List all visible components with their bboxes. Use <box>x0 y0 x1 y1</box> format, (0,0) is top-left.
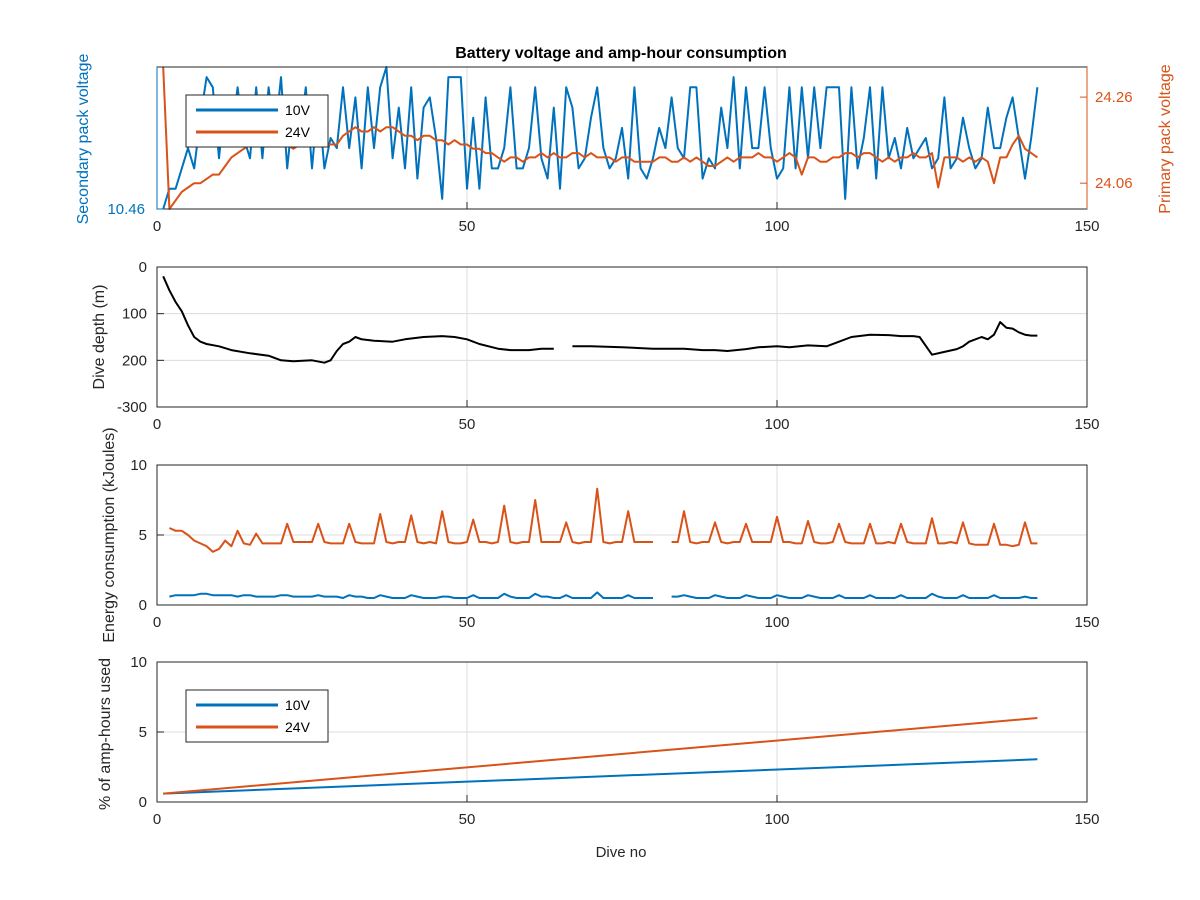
y-axis-label: Dive depth (m) <box>91 285 108 390</box>
axes-1: 0 50 100 150 10.46 24.06 24.26 Secondary pack v… <box>75 54 1174 235</box>
axes-4: 0 50 100 150 0 5 10 % of amp-hours used Dive no 1… <box>97 654 1100 861</box>
axes-2: 0 50 100 150 0 100 200 -300 Dive depth (m) <box>91 259 1100 433</box>
plot-area <box>157 267 1087 407</box>
y-axis-label: % of amp-hours used <box>97 658 114 810</box>
y-tick-label: 200 <box>122 352 147 369</box>
series-line-10V <box>163 758 1038 795</box>
y-tick-label: 0 <box>139 597 147 614</box>
y-tick-label: 10 <box>130 654 147 671</box>
x-tick-label: 100 <box>764 614 789 631</box>
x-tick-label: 50 <box>459 811 476 828</box>
y-tick-label: 100 <box>122 306 147 323</box>
x-tick-label: 0 <box>153 416 161 433</box>
figure-title: Battery voltage and amp-hour consumption <box>455 45 787 62</box>
legend-box <box>185 689 329 743</box>
x-tick-label: 50 <box>459 614 476 631</box>
legend-box <box>185 94 329 148</box>
axes-3: 0 50 100 150 0 5 10 Energy consumption (kJoules… <box>101 427 1100 642</box>
left-y-tick-label: 10.46 <box>107 201 145 218</box>
legend-label: 24V <box>285 124 311 140</box>
series-line-24V <box>163 717 1038 795</box>
x-tick-label: 50 <box>459 218 476 235</box>
x-tick-label: 100 <box>764 218 789 235</box>
y-tick-label: 0 <box>139 794 147 811</box>
x-tick-label: 150 <box>1074 416 1099 433</box>
y-tick-label: 10 <box>130 457 147 474</box>
legend-label: 24V <box>285 719 311 735</box>
legend-label: 10V <box>285 697 311 713</box>
y-tick-label: 0 <box>139 259 147 276</box>
x-tick-label: 50 <box>459 416 476 433</box>
right-y-tick-label: 24.26 <box>1095 89 1133 106</box>
y-tick-label: -300 <box>117 399 147 416</box>
x-tick-label: 100 <box>764 416 789 433</box>
x-tick-label: 0 <box>153 218 161 235</box>
axes-border <box>156 266 1088 408</box>
x-tick-label: 100 <box>764 811 789 828</box>
x-tick-label: 150 <box>1074 218 1099 235</box>
y-tick-label: 5 <box>139 527 147 544</box>
left-y-axis-label: Secondary pack voltage <box>75 54 92 225</box>
energy-24v-line <box>168 487 1038 553</box>
energy-10v-line <box>169 591 1038 599</box>
x-tick-label: 150 <box>1074 811 1099 828</box>
y-tick-label: 5 <box>139 724 147 741</box>
x-axis-label: Dive no <box>596 844 647 861</box>
depth-line <box>162 275 1038 364</box>
x-tick-label: 0 <box>153 614 161 631</box>
right-y-axis-label: Primary pack voltage <box>1157 64 1174 213</box>
x-tick-label: 150 <box>1074 614 1099 631</box>
legend-label: 10V <box>285 102 311 118</box>
x-tick-label: 0 <box>153 811 161 828</box>
y-axis-label: Energy consumption (kJoules) <box>101 427 118 642</box>
right-y-tick-label: 24.06 <box>1095 175 1133 192</box>
